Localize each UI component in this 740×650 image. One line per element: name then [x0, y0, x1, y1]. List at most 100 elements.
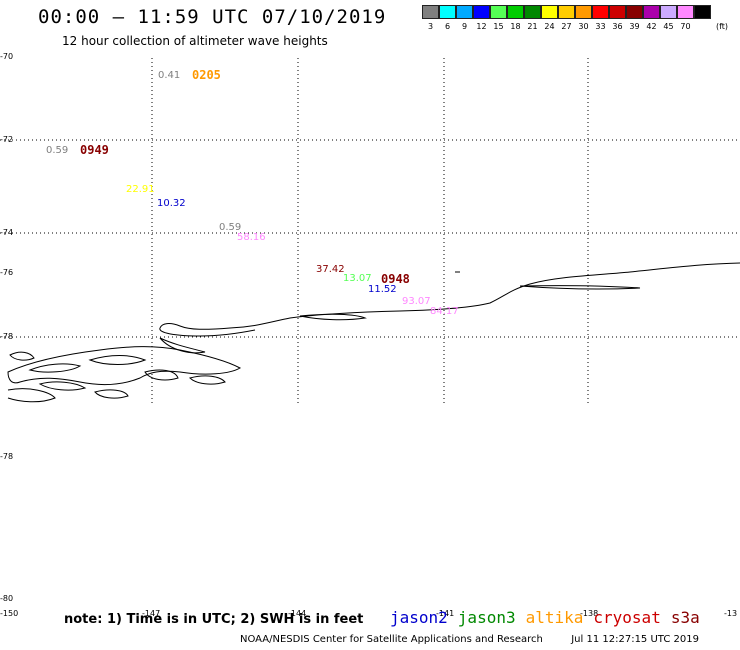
legend-label: 39 — [629, 22, 640, 31]
page-subtitle: 12 hour collection of altimeter wave hei… — [62, 34, 328, 48]
pass-time-label: 0949 — [80, 143, 109, 157]
legend-bin — [693, 5, 711, 31]
legend-label: 9 — [461, 22, 468, 31]
timestamp: Jul 11 12:27:15 UTC 2019 — [571, 634, 699, 645]
coastline — [7, 262, 740, 403]
coast-line — [299, 313, 367, 321]
legend-swatch — [506, 5, 524, 19]
legend-label: 45 — [663, 22, 674, 31]
legend-label: 36 — [612, 22, 623, 31]
wave-height-label: 22.91 — [126, 184, 155, 195]
legend-label: 21 — [527, 22, 538, 31]
legend-bin: 21 — [523, 5, 541, 31]
legend-bin: 15 — [489, 5, 507, 31]
pass-time-label: 0205 — [192, 68, 221, 82]
legend-swatch — [659, 5, 677, 19]
coast-line — [519, 285, 641, 290]
wave-height-label: 0.59 — [219, 222, 242, 233]
wave-height-label: 84.17 — [430, 306, 459, 317]
color-legend: 3 6 9 12 15 18 21 24 27 30 33 36 39 42 45 70 — [421, 5, 711, 31]
legend-bin: 3 — [421, 5, 439, 31]
coast-line — [38, 381, 87, 391]
legend-swatch — [523, 5, 541, 19]
wave-height-label: 93.07 — [402, 296, 431, 307]
lon-label: -13 — [724, 609, 738, 618]
legend-label: 12 — [476, 22, 487, 31]
satellite-name: altika — [525, 608, 584, 627]
credit-text: NOAA/NESDIS Center for Satellite Applica… — [240, 634, 543, 645]
legend-bin: 24 — [540, 5, 558, 31]
legend-label: 30 — [578, 22, 589, 31]
coast-line — [144, 369, 179, 381]
wave-height-label: 58.16 — [237, 232, 266, 243]
coast-line — [9, 351, 35, 361]
legend-bin: 30 — [574, 5, 592, 31]
legend-swatch — [676, 5, 694, 19]
legend-swatch — [625, 5, 643, 19]
lon-label: -141 — [436, 609, 455, 618]
satellite-name: jason2 — [390, 608, 448, 627]
wave-height-label: 0.41 — [158, 70, 181, 81]
legend-swatch — [472, 5, 490, 19]
lat-label: -80 — [0, 594, 14, 603]
legend-label: 6 — [444, 22, 451, 31]
coast-line — [28, 363, 82, 373]
legend-bin: 39 — [625, 5, 643, 31]
legend-label: 18 — [510, 22, 521, 31]
legend-bin: 9 — [455, 5, 473, 31]
legend-bin: 42 — [642, 5, 660, 31]
legend-bin: 70 — [676, 5, 694, 31]
legend-bin: 33 — [591, 5, 609, 31]
lon-label: -147 — [142, 609, 161, 618]
legend-bin: 6 — [438, 5, 456, 31]
legend-bin: 27 — [557, 5, 575, 31]
legend-label: 70 — [680, 22, 691, 31]
coast-line — [88, 355, 147, 365]
legend-label: 27 — [561, 22, 572, 31]
graticule — [0, 58, 740, 405]
wave-height-label: 11.52 — [368, 284, 397, 295]
legend-bin: 18 — [506, 5, 524, 31]
page-title: 00:00 – 11:59 UTC 07/10/2019 — [38, 6, 387, 28]
legend-label: 24 — [544, 22, 555, 31]
legend-label: 3 — [427, 22, 434, 31]
legend-swatch — [421, 5, 439, 19]
wave-height-label: 0.59 — [46, 145, 69, 156]
legend-swatch — [642, 5, 660, 19]
legend-label: 42 — [646, 22, 657, 31]
legend-swatch — [540, 5, 558, 19]
lat-label: -78 — [0, 452, 14, 461]
legend-bin: 45 — [659, 5, 677, 31]
coast-line — [159, 262, 740, 337]
lat-label: -72 — [0, 135, 14, 144]
pass-time-label: 0948 — [381, 272, 410, 286]
lat-label: -74 — [0, 228, 14, 237]
coast-line — [189, 375, 226, 385]
satellite-name: jason3 — [457, 608, 516, 627]
wave-height-label: 37.42 — [316, 264, 345, 275]
legend-bin: 12 — [472, 5, 490, 31]
coast-line — [159, 337, 206, 354]
legend-unit: (ft) — [716, 22, 729, 31]
satellite-legend: jason2 jason3 altika cryosat s3a — [390, 608, 700, 627]
lat-label: -78 — [0, 332, 14, 341]
lat-label: -70 — [0, 52, 14, 61]
legend-swatch — [591, 5, 609, 19]
coast-line — [94, 389, 129, 399]
lon-label: -144 — [288, 609, 307, 618]
legend-swatch — [693, 5, 711, 19]
legend-swatch — [489, 5, 507, 19]
coast-line — [7, 346, 242, 386]
legend-bin: 36 — [608, 5, 626, 31]
satellite-name: s3a — [670, 608, 700, 627]
satellite-name: cryosat — [593, 608, 661, 627]
legend-swatch — [557, 5, 575, 19]
legend-swatch — [438, 5, 456, 19]
legend-swatch — [455, 5, 473, 19]
footer-credit: NOAA/NESDIS Center for Satellite Applica… — [240, 634, 699, 645]
footer-note: note: 1) Time is in UTC; 2) SWH is in fe… — [64, 612, 364, 627]
wave-height-label: 13.07 — [343, 273, 372, 284]
legend-label: 33 — [595, 22, 606, 31]
lat-label: -76 — [0, 268, 14, 277]
